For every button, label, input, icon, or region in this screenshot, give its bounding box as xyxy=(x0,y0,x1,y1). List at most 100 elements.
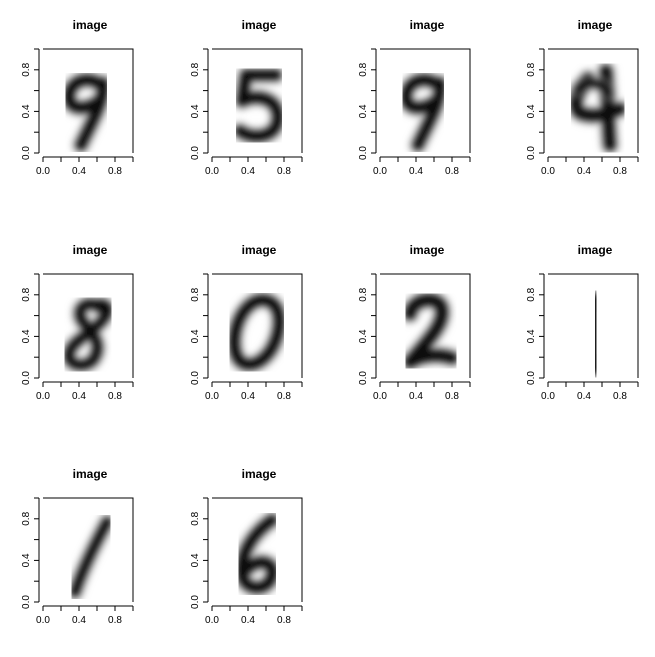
x-tick-label: 0.8 xyxy=(108,615,122,626)
y-axis: 0.0 0.4 0.8 xyxy=(190,48,209,160)
digit-image xyxy=(43,274,133,378)
y-tick-label: 0.0 xyxy=(190,146,201,160)
digit-image xyxy=(548,274,638,378)
x-tick-label: 0.4 xyxy=(72,391,86,402)
y-tick-label: 0.0 xyxy=(21,595,32,609)
x-axis: 0.0 0.4 0.8 xyxy=(36,605,134,626)
x-tick-label: 0.4 xyxy=(72,166,86,177)
y-tick-label: 0.4 xyxy=(526,104,537,118)
y-tick-label: 0.4 xyxy=(190,104,201,118)
y-tick-label: 0.4 xyxy=(21,553,32,567)
y-tick-label: 0.0 xyxy=(358,146,369,160)
y-tick-label: 0.8 xyxy=(21,511,32,525)
x-tick-label: 0.8 xyxy=(108,391,122,402)
x-axis: 0.0 0.4 0.8 xyxy=(205,381,303,402)
panel-title: image xyxy=(578,243,613,257)
y-tick-label: 0.8 xyxy=(358,287,369,301)
x-axis: 0.0 0.4 0.8 xyxy=(373,156,471,177)
plot-frame xyxy=(212,497,303,602)
y-tick-label: 0.4 xyxy=(358,329,369,343)
plot-frame xyxy=(380,48,471,153)
x-tick-label: 0.0 xyxy=(373,391,387,402)
y-axis: 0.0 0.4 0.8 xyxy=(190,273,209,385)
x-tick-label: 0.8 xyxy=(613,391,627,402)
panel-title: image xyxy=(410,18,445,32)
y-axis: 0.0 0.4 0.8 xyxy=(21,273,40,385)
y-tick-label: 0.0 xyxy=(190,371,201,385)
y-tick-label: 0.0 xyxy=(21,146,32,160)
x-tick-label: 0.4 xyxy=(577,391,591,402)
digit-image xyxy=(380,274,470,378)
x-tick-label: 0.4 xyxy=(409,166,423,177)
plot-frame xyxy=(380,273,471,378)
plot-frame xyxy=(548,48,639,153)
y-tick-label: 0.0 xyxy=(21,371,32,385)
plot-frame xyxy=(43,273,134,378)
image-panel: image 0.0 0.4 0.8 0.0 0.4 0.8 xyxy=(21,18,134,177)
y-tick-label: 0.4 xyxy=(358,104,369,118)
y-tick-label: 0.8 xyxy=(190,287,201,301)
y-axis: 0.0 0.4 0.8 xyxy=(358,273,377,385)
panel-title: image xyxy=(242,243,277,257)
digit-image xyxy=(43,498,133,602)
x-tick-label: 0.8 xyxy=(277,615,291,626)
x-tick-label: 0.4 xyxy=(241,166,255,177)
x-tick-label: 0.0 xyxy=(541,166,555,177)
x-tick-label: 0.4 xyxy=(72,615,86,626)
digit-image xyxy=(212,49,302,153)
x-tick-label: 0.4 xyxy=(577,166,591,177)
plot-frame xyxy=(212,273,303,378)
y-tick-label: 0.4 xyxy=(190,329,201,343)
y-tick-label: 0.8 xyxy=(526,62,537,76)
y-tick-label: 0.4 xyxy=(526,329,537,343)
x-axis: 0.0 0.4 0.8 xyxy=(541,156,639,177)
x-tick-label: 0.0 xyxy=(205,615,219,626)
x-tick-label: 0.4 xyxy=(409,391,423,402)
x-tick-label: 0.0 xyxy=(36,391,50,402)
y-tick-label: 0.8 xyxy=(190,511,201,525)
x-axis: 0.0 0.4 0.8 xyxy=(373,381,471,402)
plot-frame xyxy=(43,48,134,153)
y-tick-label: 0.0 xyxy=(526,146,537,160)
plot-frame xyxy=(548,273,639,378)
y-tick-label: 0.4 xyxy=(21,104,32,118)
image-panel: image 0.0 0.4 0.8 0.0 0.4 0.8 xyxy=(526,243,639,402)
image-panel: image 0.0 0.4 0.8 0.0 0.4 0.8 xyxy=(190,243,303,402)
x-tick-label: 0.0 xyxy=(541,391,555,402)
x-axis: 0.0 0.4 0.8 xyxy=(36,381,134,402)
image-panel: image 0.0 0.4 0.8 0.0 0.4 0.8 xyxy=(526,18,639,177)
x-tick-label: 0.8 xyxy=(445,166,459,177)
panel-title: image xyxy=(410,243,445,257)
y-tick-label: 0.0 xyxy=(358,371,369,385)
panel-title: image xyxy=(242,18,277,32)
image-panel: image 0.0 0.4 0.8 0.0 0.4 0.8 xyxy=(21,243,134,402)
y-tick-label: 0.8 xyxy=(358,62,369,76)
digit-image xyxy=(380,49,470,153)
x-axis: 0.0 0.4 0.8 xyxy=(541,381,639,402)
digit-image xyxy=(43,49,133,153)
panel-title: image xyxy=(578,18,613,32)
panel-title: image xyxy=(73,467,108,481)
y-tick-label: 0.0 xyxy=(190,595,201,609)
y-axis: 0.0 0.4 0.8 xyxy=(526,273,545,385)
panel-title: image xyxy=(73,243,108,257)
plot-frame xyxy=(212,48,303,153)
x-tick-label: 0.8 xyxy=(613,166,627,177)
x-tick-label: 0.0 xyxy=(373,166,387,177)
x-axis: 0.0 0.4 0.8 xyxy=(36,156,134,177)
image-panel: image 0.0 0.4 0.8 0.0 0.4 0.8 xyxy=(190,467,303,626)
x-tick-label: 0.0 xyxy=(205,166,219,177)
x-axis: 0.0 0.4 0.8 xyxy=(205,605,303,626)
y-axis: 0.0 0.4 0.8 xyxy=(21,497,40,609)
panel-title: image xyxy=(242,467,277,481)
y-tick-label: 0.8 xyxy=(21,62,32,76)
y-axis: 0.0 0.4 0.8 xyxy=(526,48,545,160)
y-tick-label: 0.8 xyxy=(526,287,537,301)
image-panel: image 0.0 0.4 0.8 0.0 0.4 0.8 xyxy=(21,467,134,626)
x-tick-label: 0.4 xyxy=(241,391,255,402)
digit-image xyxy=(548,49,638,153)
x-tick-label: 0.0 xyxy=(36,166,50,177)
y-tick-label: 0.4 xyxy=(21,329,32,343)
digit-image xyxy=(212,498,302,602)
